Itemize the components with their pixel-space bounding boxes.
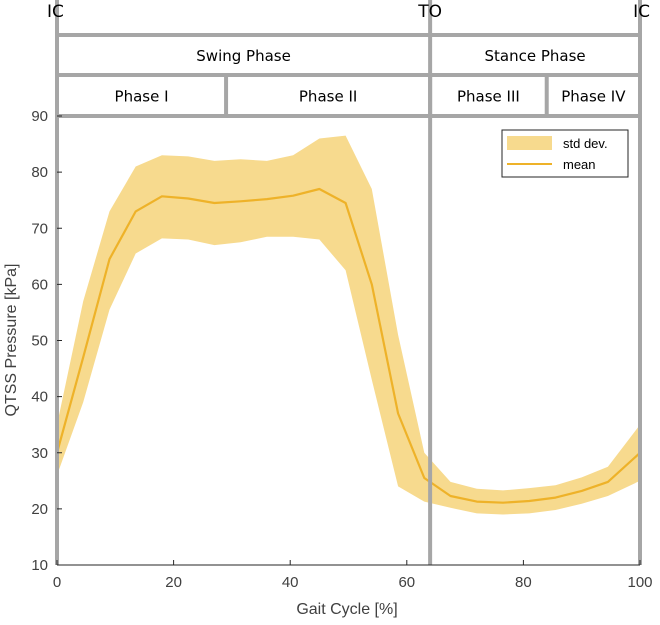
x-tick-label: 40 (282, 574, 299, 591)
x-tick-label: 0 (53, 574, 61, 591)
y-tick-label: 60 (31, 276, 48, 293)
legend-label-std-dev: std dev. (563, 136, 608, 151)
y-tick-label: 30 (31, 445, 48, 462)
event-label: TO (417, 2, 442, 22)
phase-label-row2: Phase III (457, 88, 520, 106)
phase-label-row2: Phase IV (561, 88, 626, 106)
phase-label-row2: Phase II (299, 88, 357, 106)
phase-label-row1: Stance Phase (484, 47, 585, 65)
phase-label-row2: Phase I (115, 88, 169, 106)
y-tick-label: 90 (31, 108, 48, 125)
y-tick-label: 80 (31, 164, 48, 181)
axes: 0 20 40 60 80 100 10 20 30 40 50 60 70 80 90 (31, 108, 652, 591)
x-tick-label: 80 (515, 574, 532, 591)
y-tick-label: 20 (31, 501, 48, 518)
x-tick-label: 60 (398, 574, 415, 591)
legend-label-mean: mean (563, 157, 596, 172)
x-tick-label: 20 (165, 574, 182, 591)
y-tick-label: 50 (31, 333, 48, 350)
std-dev-band-layer (57, 135, 640, 515)
phase-bands: Swing Phase Stance Phase Phase I Phase II Ph… (57, 33, 640, 118)
gait-event-lines: IC TO IC (47, 0, 650, 565)
event-label: IC (47, 2, 64, 22)
legend-swatch-std-dev (507, 136, 552, 150)
legend: std dev. mean (501, 129, 629, 178)
event-label: IC (633, 2, 650, 22)
std-dev-band (57, 135, 640, 515)
x-axis-label: Gait Cycle [%] (296, 601, 397, 618)
x-tick-label: 100 (627, 574, 652, 591)
phase-label-row1: Swing Phase (196, 47, 291, 65)
mean-line (55, 187, 641, 504)
y-axis-label: QTSS Pressure [kPa] (3, 264, 20, 417)
y-tick-label: 10 (31, 557, 48, 574)
y-tick-label: 40 (31, 389, 48, 406)
y-tick-label: 70 (31, 220, 48, 237)
